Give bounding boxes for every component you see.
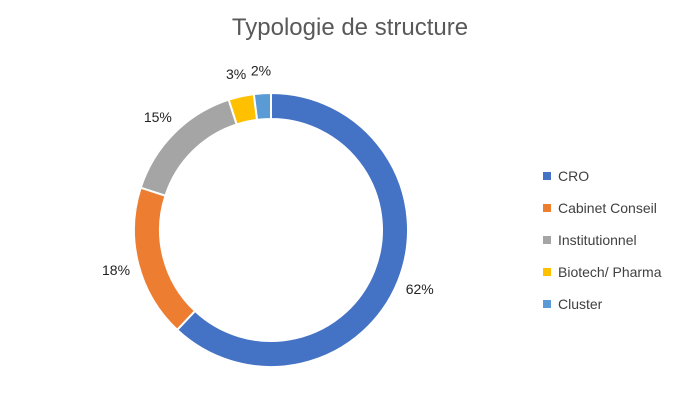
legend: CRO Cabinet Conseil Institutionnel Biotech/… xyxy=(543,160,662,320)
legend-label-institutionnel: Institutionnel xyxy=(558,232,637,248)
data-label-cro: 62% xyxy=(406,281,434,297)
legend-label-cro: CRO xyxy=(558,168,590,184)
chart-title: Typologie de structure xyxy=(231,14,469,41)
legend-item-cluster: Cluster xyxy=(543,288,662,320)
donut-slice-cabinet-conseil xyxy=(133,186,197,332)
legend-item-cro: CRO xyxy=(543,160,662,192)
legend-item-institutionnel: Institutionnel xyxy=(543,224,662,256)
legend-swatch-biotech-pharma xyxy=(543,268,551,276)
data-label-institutionnel: 15% xyxy=(144,109,172,125)
legend-swatch-cluster xyxy=(543,300,551,308)
data-label-biotech-pharma: 3% xyxy=(226,66,246,82)
legend-swatch-institutionnel xyxy=(543,236,551,244)
data-label-cluster: 2% xyxy=(251,62,271,78)
legend-label-biotech-pharma: Biotech/ Pharma xyxy=(558,264,662,280)
donut-slice-cro xyxy=(175,91,409,368)
legend-label-cluster: Cluster xyxy=(558,296,603,312)
legend-item-cabinet-conseil: Cabinet Conseil xyxy=(543,192,662,224)
legend-item-biotech-pharma: Biotech/ Pharma xyxy=(543,256,662,288)
donut-slice-cluster xyxy=(252,91,272,121)
legend-label-cabinet-conseil: Cabinet Conseil xyxy=(558,200,657,216)
legend-swatch-cabinet-conseil xyxy=(543,204,551,212)
data-label-cabinet-conseil: 18% xyxy=(102,262,130,278)
legend-swatch-cro xyxy=(543,172,551,180)
